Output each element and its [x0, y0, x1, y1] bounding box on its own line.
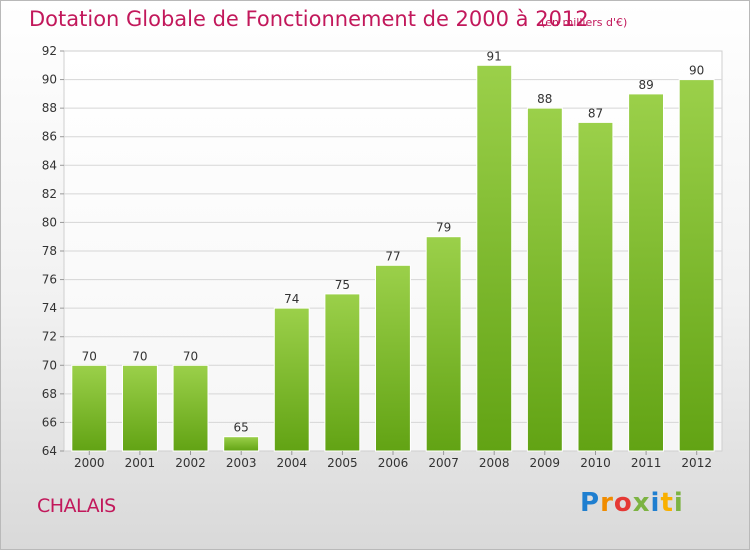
y-tick-label: 70 [42, 358, 57, 372]
x-tick-label: 2004 [277, 456, 308, 470]
logo-letter: i [673, 488, 684, 518]
y-tick-label: 78 [42, 244, 57, 258]
bar-2003 [223, 436, 260, 452]
x-axis-ticks: 2000 2001 2002 2003 2004 2005 2006 2007 2008 2009… [74, 451, 712, 470]
bar-2002 [172, 364, 209, 452]
y-tick-label: 90 [42, 73, 57, 87]
logo-letter: P [580, 488, 601, 518]
logo-letter: o [613, 488, 633, 518]
bar-2001 [122, 364, 158, 452]
bar-2009 [526, 107, 563, 452]
data-label-2007: 79 [436, 221, 451, 235]
bar-2006 [375, 264, 411, 452]
x-tick-label: 2009 [530, 456, 561, 470]
bar-2005 [324, 293, 361, 452]
proxiti-logo: Proxiti [580, 488, 684, 518]
bar-2011 [628, 93, 664, 452]
bar-2000 [71, 364, 108, 452]
y-tick-label: 86 [42, 130, 57, 144]
chart-subtitle: (en milliers d'€) [541, 16, 628, 29]
data-label-2009: 88 [537, 92, 552, 106]
y-tick-label: 74 [42, 301, 57, 315]
y-tick-label: 82 [42, 187, 57, 201]
x-tick-label: 2007 [428, 456, 459, 470]
x-tick-label: 2003 [226, 456, 257, 470]
data-labels: 70 70 70 65 74 75 77 79 91 88 87 89 90 [82, 49, 705, 434]
y-tick-label: 84 [42, 158, 57, 172]
data-label-2000: 70 [82, 349, 97, 363]
data-label-2002: 70 [183, 349, 198, 363]
data-label-2008: 91 [487, 49, 502, 63]
x-tick-label: 2000 [74, 456, 105, 470]
data-label-2005: 75 [335, 278, 350, 292]
y-tick-label: 68 [42, 387, 57, 401]
logo-letter: x [632, 488, 651, 518]
bar-2007 [425, 236, 462, 452]
y-tick-label: 88 [42, 101, 57, 115]
commune-name: CHALAIS [37, 495, 116, 517]
y-tick-label: 72 [42, 330, 57, 344]
y-tick-label: 64 [42, 444, 57, 458]
data-label-2010: 87 [588, 106, 603, 120]
bar-2010 [577, 121, 614, 452]
data-label-2011: 89 [638, 78, 653, 92]
x-tick-label: 2008 [479, 456, 510, 470]
logo-letter: i [650, 488, 661, 518]
x-tick-label: 2010 [580, 456, 611, 470]
y-tick-label: 92 [42, 44, 57, 58]
y-tick-label: 80 [42, 215, 57, 229]
data-label-2006: 77 [385, 249, 400, 263]
data-label-2003: 65 [234, 421, 249, 435]
bar-2008 [476, 64, 513, 452]
data-label-2001: 70 [132, 349, 147, 363]
x-tick-label: 2001 [125, 456, 156, 470]
chart-title: Dotation Globale de Fonctionnement de 20… [29, 7, 589, 31]
x-tick-label: 2011 [631, 456, 662, 470]
x-tick-label: 2005 [327, 456, 358, 470]
x-tick-label: 2006 [378, 456, 409, 470]
data-label-2004: 74 [284, 292, 299, 306]
y-tick-label: 76 [42, 273, 57, 287]
logo-letter: r [600, 488, 614, 518]
y-tick-label: 66 [42, 415, 57, 429]
x-tick-label: 2002 [175, 456, 206, 470]
y-axis-ticks: 64 66 68 70 72 74 76 78 80 82 84 86 88 90 92 [42, 44, 64, 458]
bar-2004 [273, 307, 310, 452]
data-label-2012: 90 [689, 64, 704, 78]
logo-letter: t [660, 488, 674, 518]
bar-2012 [678, 79, 715, 452]
x-tick-label: 2012 [681, 456, 712, 470]
